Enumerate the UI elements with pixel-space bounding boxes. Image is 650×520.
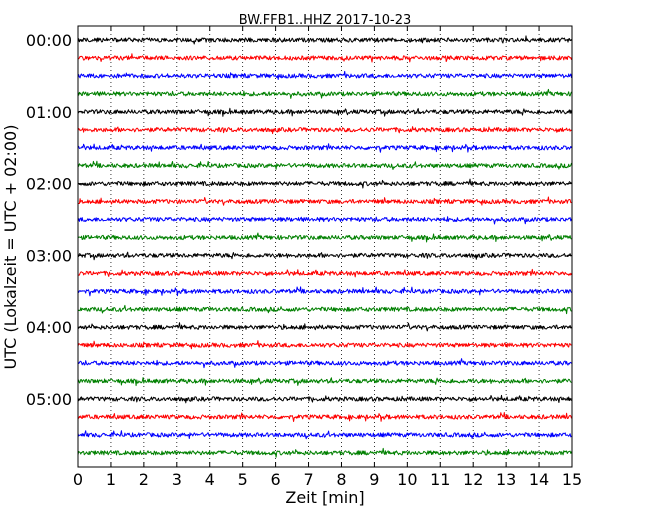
trace-0130 (77, 143, 572, 153)
x-tick-label: 7 (303, 470, 313, 489)
trace-0400 (77, 322, 572, 332)
y-axis-label: UTC (Lokalzeit = UTC + 02:00) (1, 125, 20, 370)
vertical-grid (110, 26, 540, 467)
x-tick-label: 6 (271, 470, 281, 489)
y-tick-label: 00:00 (26, 31, 72, 50)
trace-0100 (77, 107, 572, 117)
x-axis-label: Zeit [min] (285, 488, 364, 507)
plot-frame (77, 25, 573, 468)
y-tick-label: 01:00 (26, 103, 72, 122)
x-tick-label: 11 (430, 470, 450, 489)
trace-0045 (77, 88, 572, 99)
x-tick-label: 9 (369, 470, 379, 489)
trace-0415 (77, 340, 572, 350)
trace-0115 (77, 126, 572, 135)
trace-0230 (77, 216, 572, 225)
trace-0330 (77, 286, 572, 297)
x-tick-label: 14 (529, 470, 549, 489)
x-tick-label: 1 (106, 470, 116, 489)
x-tick-label: 13 (496, 470, 516, 489)
y-tick-label: 02:00 (26, 175, 72, 194)
trace-0015 (77, 53, 572, 63)
trace-0215 (77, 196, 572, 206)
y-tick-label: 04:00 (26, 318, 72, 337)
seismic-traces (77, 35, 572, 458)
x-tick-label: 0 (73, 470, 83, 489)
trace-0345 (77, 304, 572, 315)
trace-0515 (77, 412, 572, 422)
axis-ticks: 0 1 2 3 4 5 6 7 8 9 10 11 12 13 14 1500:0001:0002:0003:… (26, 26, 582, 489)
trace-0030 (77, 70, 572, 80)
chart-title: BW.FFB1..HHZ 2017-10-23 (239, 13, 412, 28)
trace-0145 (77, 160, 572, 170)
x-tick-label: 12 (463, 470, 483, 489)
x-tick-label: 2 (139, 470, 149, 489)
x-tick-label: 10 (397, 470, 417, 489)
trace-0545 (77, 447, 572, 458)
x-tick-label: 8 (336, 470, 346, 489)
trace-0300 (77, 251, 572, 261)
trace-0000 (77, 35, 572, 45)
x-tick-label: 15 (562, 470, 582, 489)
trace-0430 (77, 358, 572, 369)
trace-0315 (77, 268, 572, 278)
trace-0445 (77, 377, 572, 387)
x-tick-label: 3 (172, 470, 182, 489)
x-tick-label: 5 (238, 470, 248, 489)
y-tick-label: 03:00 (26, 246, 72, 265)
trace-0530 (77, 430, 572, 440)
x-tick-label: 4 (205, 470, 215, 489)
trace-0500 (77, 394, 572, 404)
trace-0245 (77, 232, 572, 243)
y-tick-label: 05:00 (26, 390, 72, 409)
trace-0200 (77, 178, 572, 189)
